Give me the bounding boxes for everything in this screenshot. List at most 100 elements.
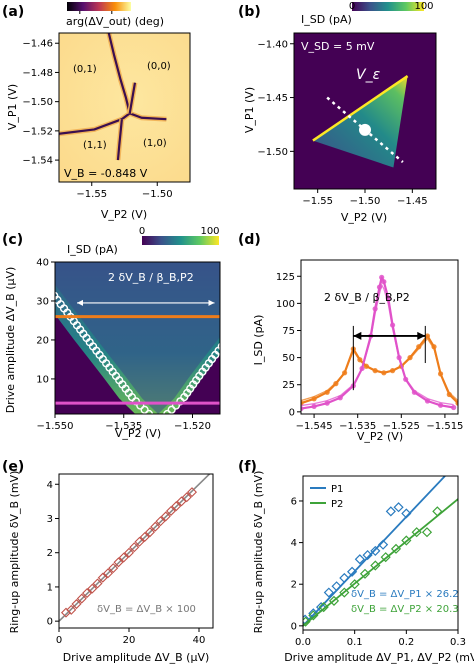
panel-e-xtick-label: 20: [123, 635, 136, 646]
panel-f-ytick-label: 4: [291, 538, 297, 549]
panel-f: (f) 0.0 0.1 0.2 0.3 0 2 4 6 P1 P2 δV_B = ΔV_P1 …: [238, 459, 474, 664]
panel-e: (e) 0 20 40 0 1 2 3 4 δV_B = ΔV_B × 100 Drive a…: [2, 459, 214, 664]
panel-b-colorbar-tick-label: 100: [414, 1, 433, 12]
data-point-p2: [401, 535, 412, 546]
panel-d-xtick-label: −1.545: [296, 421, 333, 432]
data-point: [81, 588, 93, 599]
point-pink: [381, 279, 387, 285]
panel-f-ytick-label: 0: [291, 621, 297, 632]
panel-a-ytick-label: −1.48: [22, 68, 53, 79]
edge-marker-right: [244, 309, 251, 316]
transition-line: [107, 33, 131, 114]
point-orange: [431, 344, 437, 350]
panel-c-colorbar-tick-label: 100: [200, 226, 219, 237]
data-point-p2: [380, 552, 391, 563]
panel-d-label: (d): [238, 232, 261, 248]
panel-f-ytick-label: 6: [291, 496, 297, 507]
panel-a-heatmap: [59, 33, 190, 182]
point-orange: [416, 344, 422, 350]
data-point: [97, 572, 108, 583]
panel-d-ytick-label: 50: [282, 353, 295, 364]
panel-a-xtick-label: −1.55: [76, 189, 107, 200]
data-point: [139, 531, 150, 542]
data-point-p1: [377, 539, 389, 550]
edge-marker-left: [29, 263, 36, 270]
panel-e-ytick-label: 4: [47, 480, 53, 491]
point-orange: [389, 368, 396, 374]
point-pink: [424, 398, 431, 404]
point-pink: [396, 355, 402, 361]
data-point-p1: [385, 506, 396, 517]
edge-marker-right: [167, 405, 176, 414]
width-arrow-head-right: [417, 331, 426, 340]
panel-e-xtick-label: 0: [56, 635, 62, 646]
panel-f-ylabel: Ring-up amplitude δV_B (mV): [252, 471, 265, 634]
fit-line-p2: [303, 498, 458, 627]
bias-triangle: [312, 76, 408, 168]
data-point-p1: [401, 508, 412, 519]
panel-c: (c) 0 100 I_SD (pA) −1.550 −1.535 −1.520 10 2…: [2, 226, 289, 440]
width-arrow-head-left: [353, 331, 362, 340]
panel-c-ytick-label: 10: [36, 374, 49, 385]
point-orange: [301, 400, 304, 406]
region-label-0-1: (0,1): [73, 64, 97, 75]
panel-b-ylabel: V_P1 (V): [243, 87, 256, 133]
data-point-p1: [339, 572, 350, 584]
point-orange: [424, 333, 431, 339]
panel-b-colorbar: [352, 2, 424, 11]
panel-a-frame: [58, 32, 191, 183]
point-pink: [376, 284, 383, 290]
edge-marker-right: [228, 330, 235, 337]
panel-e-ytick-label: 1: [47, 582, 53, 593]
panel-f-xtick-label: 0.2: [398, 637, 414, 648]
panel-c-xtick-label: −1.550: [36, 421, 73, 432]
panel-e-xtick-label: 40: [193, 635, 206, 646]
data-point-p1: [346, 566, 358, 577]
panel-e-ylabel: Ring-up amplitude δV_B (mV): [8, 471, 21, 634]
point-orange: [437, 371, 444, 377]
data-point-p2: [411, 527, 422, 538]
edge-marker-right: [232, 326, 239, 333]
panel-f-xtick-label: 0.3: [450, 637, 466, 648]
detuning-center-marker: [359, 123, 371, 136]
panel-b-label: (b): [238, 4, 261, 20]
data-point: [155, 516, 166, 527]
edge-marker-right: [282, 259, 289, 266]
panel-d-ytick-label: 0: [289, 407, 295, 418]
point-orange: [342, 370, 348, 376]
edge-marker-right: [238, 318, 245, 325]
bias-triangle-edge: [312, 75, 409, 142]
data-point: [160, 511, 171, 522]
panel-b-xtick-label: −1.45: [397, 196, 428, 207]
panel-e-label: (e): [2, 459, 24, 475]
point-orange: [333, 381, 339, 387]
data-point-p2: [318, 602, 329, 613]
panel-a-colorbar: [67, 2, 131, 11]
edge-marker-left: [140, 405, 149, 414]
data-point-p2: [349, 579, 360, 590]
data-point: [134, 536, 145, 547]
data-point: [118, 552, 129, 563]
point-pink: [411, 389, 417, 395]
edge-marker-left: [41, 280, 48, 287]
panel-a: (a) −170 −165 arg(ΔV_out) (deg) −1.55 −1.5…: [2, 0, 191, 221]
panel-b-colorbar-tick-label: 0: [349, 1, 355, 12]
edge-marker-right: [279, 263, 286, 270]
panel-f-xlabel: Drive amplitude ΔV_P1, ΔV_P2 (mV): [284, 651, 474, 664]
point-pink: [311, 403, 317, 410]
data-point-p1: [354, 554, 365, 565]
edge-marker-left: [45, 284, 52, 291]
panel-f-ytick-label: 2: [291, 580, 297, 591]
panel-b-xtick-label: −1.55: [302, 196, 333, 207]
legend-label-p1: P1: [331, 484, 343, 495]
panel-b-colorbar-label: I_SD (pA): [301, 13, 352, 26]
point-pink: [359, 365, 365, 372]
edge-marker-right: [251, 301, 258, 308]
panel-a-xtick-label: −1.50: [142, 189, 173, 200]
point-orange: [363, 363, 370, 369]
transition-line: [128, 82, 137, 114]
data-point-p2: [390, 543, 402, 554]
width-arrow-head-right: [208, 299, 215, 306]
edge-marker-right: [241, 313, 248, 320]
panel-d-xlabel: V_P2 (V): [357, 430, 403, 443]
